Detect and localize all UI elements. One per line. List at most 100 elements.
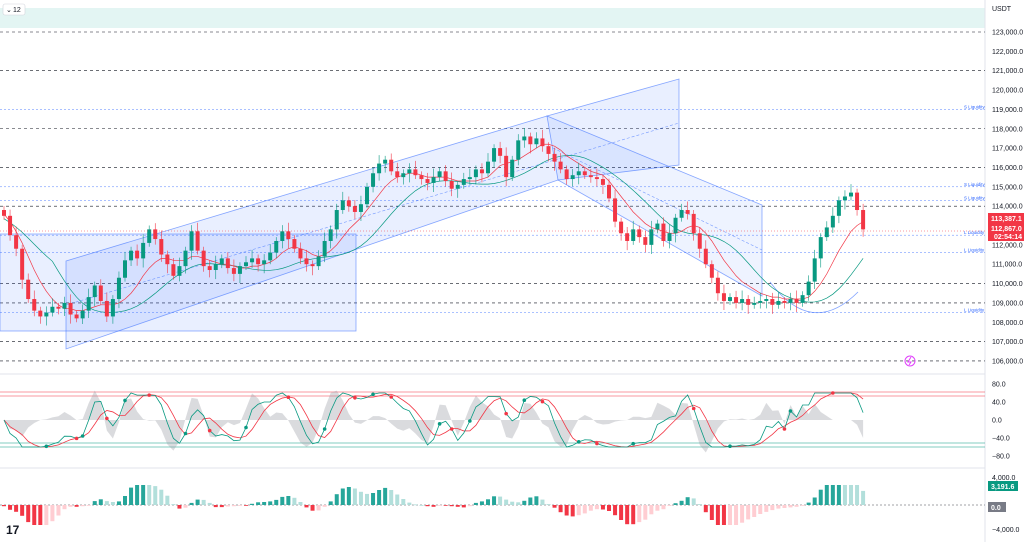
secondary-price-text: 112,867.0 xyxy=(991,226,1022,233)
hist-bar xyxy=(849,485,853,505)
price-axis-tick: 106,000.0 xyxy=(992,358,1023,365)
hist-bar xyxy=(540,499,545,505)
hist-bar xyxy=(818,489,823,505)
hist-bar xyxy=(776,505,781,509)
hist-bar xyxy=(564,505,569,516)
price-axis-tick: 109,000.0 xyxy=(992,300,1023,307)
hist-bar xyxy=(98,499,103,505)
candle xyxy=(92,281,97,307)
hist-bar xyxy=(600,505,605,510)
hist-bar xyxy=(183,505,188,508)
hist-bar xyxy=(225,505,230,507)
candle xyxy=(20,244,25,289)
osc-cross-dot xyxy=(831,391,835,395)
candle xyxy=(123,251,127,282)
hist-bar xyxy=(764,505,769,512)
candle xyxy=(492,144,497,168)
candle xyxy=(352,199,357,220)
hist-bar xyxy=(625,505,630,525)
hist-bar xyxy=(467,505,472,507)
osc-cross-dot xyxy=(691,406,696,411)
hist-bar xyxy=(619,505,624,520)
candle xyxy=(250,249,255,268)
lightning-icon[interactable] xyxy=(904,355,916,367)
osc-cross-dot xyxy=(74,436,79,441)
osc-cross-dot xyxy=(631,441,635,446)
candle xyxy=(824,221,829,241)
interval-selector[interactable]: ⌄ 12 xyxy=(2,3,26,16)
hist-bar xyxy=(20,505,25,516)
hist-bar xyxy=(570,505,575,517)
candle xyxy=(116,271,121,309)
candle xyxy=(425,172,430,191)
candle xyxy=(262,254,267,274)
hist-bar xyxy=(80,505,85,507)
candle xyxy=(752,296,757,309)
candle xyxy=(588,168,593,183)
hist-bar xyxy=(26,505,31,523)
candle xyxy=(558,153,563,174)
hist-bar xyxy=(340,488,345,505)
candle xyxy=(56,302,61,315)
hist-bar xyxy=(546,504,551,505)
hist-bar xyxy=(244,505,248,506)
candle xyxy=(600,175,605,194)
hist-bar xyxy=(14,505,19,512)
price-axis[interactable]: 123,000.0 122,000.0 121,000.0 120,000.0 119,… xyxy=(992,30,1023,366)
osc-cross-dot xyxy=(123,398,127,403)
price-axis-tick: 107,000.0 xyxy=(992,339,1023,346)
candle xyxy=(322,232,327,263)
candle xyxy=(431,168,436,193)
candle xyxy=(195,222,200,255)
candle xyxy=(38,306,43,324)
liquidity-label: S Liquidity xyxy=(964,104,986,109)
candle xyxy=(849,184,853,201)
candle xyxy=(685,201,690,220)
candle xyxy=(377,155,382,181)
candle xyxy=(728,293,732,305)
candle xyxy=(268,244,273,265)
hist-bar xyxy=(116,501,121,505)
candle xyxy=(516,134,521,166)
osc-cross-dot xyxy=(540,399,545,404)
candle xyxy=(782,297,787,309)
candle xyxy=(788,292,793,311)
hist-bar xyxy=(715,505,720,525)
hist-bar xyxy=(473,502,478,505)
osc-cross-dot xyxy=(353,395,357,400)
interval-label: 12 xyxy=(13,7,21,14)
candle xyxy=(800,291,805,307)
rounding-bottom-arc xyxy=(769,281,859,314)
candle xyxy=(691,210,696,241)
candle xyxy=(68,294,73,324)
countdown-text: 02:54:14 xyxy=(994,234,1022,241)
hist-bar xyxy=(455,505,460,507)
hist-bar xyxy=(607,505,611,511)
hist-bar xyxy=(498,496,503,505)
osc-cross-dot xyxy=(80,434,85,438)
osc-cross-dot xyxy=(468,419,472,423)
candles xyxy=(2,127,866,326)
hist-bar xyxy=(582,505,587,514)
hist-bar xyxy=(613,505,618,516)
hist-bar xyxy=(770,505,775,511)
hist-bar xyxy=(661,505,666,510)
hist-bar xyxy=(812,497,817,505)
hist-bar xyxy=(231,505,236,507)
hist-bar xyxy=(552,505,557,508)
candle xyxy=(455,180,460,198)
hist-bar xyxy=(389,490,394,505)
histogram-pane xyxy=(0,485,985,525)
candle xyxy=(510,155,515,181)
hist-bar xyxy=(479,501,484,505)
hist-bar xyxy=(365,493,369,505)
price-axis-tick: 118,000.0 xyxy=(992,126,1023,133)
candle xyxy=(80,304,85,324)
candle xyxy=(836,196,841,224)
candle xyxy=(340,191,345,214)
candle xyxy=(98,279,103,305)
hist-bar xyxy=(395,494,400,505)
price-axis-tick: 123,000.0 xyxy=(992,30,1023,37)
osc-momentum-area xyxy=(4,390,864,453)
